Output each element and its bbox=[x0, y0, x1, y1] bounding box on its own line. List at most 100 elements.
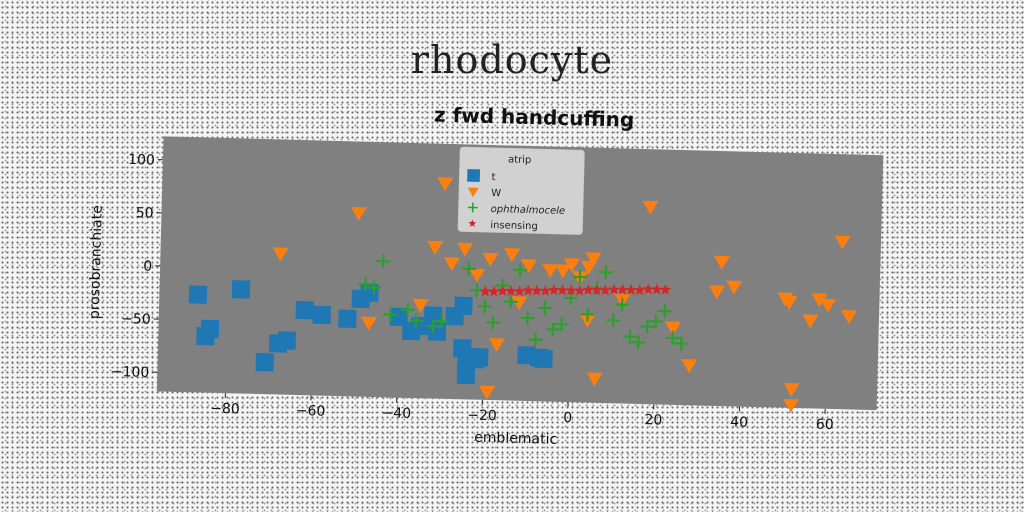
y-axis-label: prosobranchiate bbox=[87, 205, 106, 319]
data-point-star bbox=[616, 283, 629, 295]
legend-entry-label: ophthalmocele bbox=[491, 204, 566, 217]
data-point-square bbox=[255, 353, 275, 372]
data-point-triangle-down bbox=[457, 242, 474, 257]
data-point-square bbox=[534, 349, 553, 369]
data-marks bbox=[188, 177, 858, 413]
data-point-plus bbox=[674, 336, 689, 351]
data-point-plus bbox=[425, 319, 440, 334]
data-point-triangle-down bbox=[783, 398, 800, 413]
data-point-plus bbox=[648, 314, 664, 329]
chart-container: z fwd handcuffing −80 −60 −40 −20 0 20 40 60 −1… bbox=[55, 84, 924, 466]
chart-title: z fwd handcuffing bbox=[434, 102, 635, 131]
data-point-plus bbox=[366, 280, 381, 295]
legend-entry-label: t bbox=[491, 172, 495, 183]
data-point-triangle-down bbox=[834, 235, 851, 250]
data-point-plus bbox=[486, 315, 501, 330]
x-tick-label: 40 bbox=[730, 414, 748, 430]
data-point-triangle-down bbox=[412, 298, 429, 313]
data-point-plus bbox=[537, 300, 552, 315]
data-point-triangle-down bbox=[469, 268, 486, 283]
data-point-star bbox=[659, 283, 672, 295]
data-point-triangle-down bbox=[443, 257, 460, 271]
data-point-star bbox=[591, 284, 603, 296]
data-point-plus bbox=[408, 313, 423, 328]
data-point-plus bbox=[598, 265, 613, 280]
data-point-triangle-down bbox=[511, 296, 528, 310]
data-point-star bbox=[496, 284, 509, 296]
x-tick-label: −80 bbox=[210, 401, 240, 418]
data-point-square bbox=[360, 283, 379, 302]
data-point-plus bbox=[615, 297, 630, 312]
data-point-plus bbox=[563, 290, 578, 306]
data-point-triangle-down bbox=[726, 280, 743, 295]
data-point-square bbox=[200, 319, 220, 339]
data-point-triangle-down bbox=[783, 382, 800, 397]
data-point-square bbox=[295, 300, 314, 320]
data-point-star bbox=[642, 283, 655, 295]
data-point-triangle-down bbox=[781, 295, 798, 310]
y-tick-label: −50 bbox=[121, 311, 151, 328]
data-point-triangle-down bbox=[504, 248, 521, 262]
legend-marker-plus bbox=[467, 202, 478, 213]
data-point-plus bbox=[477, 299, 492, 314]
data-point-plus bbox=[657, 304, 672, 319]
data-point-triangle-down bbox=[681, 359, 698, 373]
x-tick-label: 20 bbox=[644, 412, 662, 428]
data-point-triangle-down bbox=[479, 385, 496, 400]
data-point-star bbox=[531, 284, 543, 296]
data-point-plus bbox=[528, 332, 543, 347]
data-point-star bbox=[565, 284, 577, 296]
data-point-triangle-down bbox=[360, 316, 377, 331]
data-point-triangle-down bbox=[642, 200, 659, 215]
data-point-triangle-down bbox=[841, 310, 858, 324]
data-point-plus bbox=[513, 263, 528, 278]
data-point-plus bbox=[622, 329, 637, 344]
data-point-triangle-down bbox=[350, 206, 367, 221]
data-point-star bbox=[488, 285, 500, 297]
data-point-square bbox=[338, 309, 357, 328]
data-point-plus bbox=[520, 311, 535, 326]
data-point-triangle-down bbox=[585, 252, 602, 267]
data-point-triangle-down bbox=[708, 285, 725, 300]
scatter-chart: z fwd handcuffing −80 −60 −40 −20 0 20 40 60 −1… bbox=[87, 102, 884, 448]
data-point-star bbox=[651, 283, 663, 295]
data-point-triangle-down bbox=[482, 252, 499, 267]
data-point-triangle-down bbox=[714, 255, 731, 270]
data-point-star bbox=[505, 285, 517, 297]
data-point-plus bbox=[554, 317, 569, 332]
data-point-star bbox=[582, 283, 594, 295]
data-point-plus bbox=[580, 307, 595, 322]
legend-entry-label: insensing bbox=[490, 220, 538, 232]
data-point-star bbox=[599, 284, 612, 296]
data-point-square bbox=[312, 305, 331, 325]
data-point-triangle-down bbox=[586, 372, 603, 387]
data-point-plus bbox=[572, 269, 588, 285]
data-point-star bbox=[608, 283, 620, 295]
data-point-triangle-down bbox=[555, 264, 572, 279]
figure-suptitle: rhodocyte bbox=[410, 38, 614, 82]
data-point-plus bbox=[631, 335, 646, 350]
y-tick-label: 0 bbox=[143, 259, 152, 275]
data-point-triangle-down bbox=[811, 293, 828, 308]
x-tick-label: −60 bbox=[296, 403, 326, 420]
data-point-triangle-down bbox=[563, 258, 580, 273]
data-point-triangle-down bbox=[820, 298, 837, 313]
y-axis-ticks: −100 −50 0 50 100 bbox=[111, 152, 163, 381]
data-point-plus bbox=[545, 322, 560, 337]
data-point-star bbox=[556, 284, 569, 296]
y-tick-label: 50 bbox=[135, 205, 153, 221]
series-ophthalmocele bbox=[358, 254, 689, 351]
data-point-star bbox=[548, 284, 560, 296]
data-point-plus bbox=[383, 307, 398, 322]
data-point-triangle-down bbox=[427, 240, 444, 255]
x-tick-label: −20 bbox=[467, 407, 497, 424]
data-point-triangle-down bbox=[665, 321, 682, 336]
data-point-square bbox=[277, 331, 297, 350]
x-tick-label: −40 bbox=[381, 405, 411, 422]
data-point-plus bbox=[461, 261, 476, 276]
data-point-plus bbox=[503, 294, 518, 309]
data-point-square bbox=[389, 307, 409, 327]
legend-marker-square bbox=[467, 169, 481, 182]
data-point-plus bbox=[376, 254, 391, 269]
